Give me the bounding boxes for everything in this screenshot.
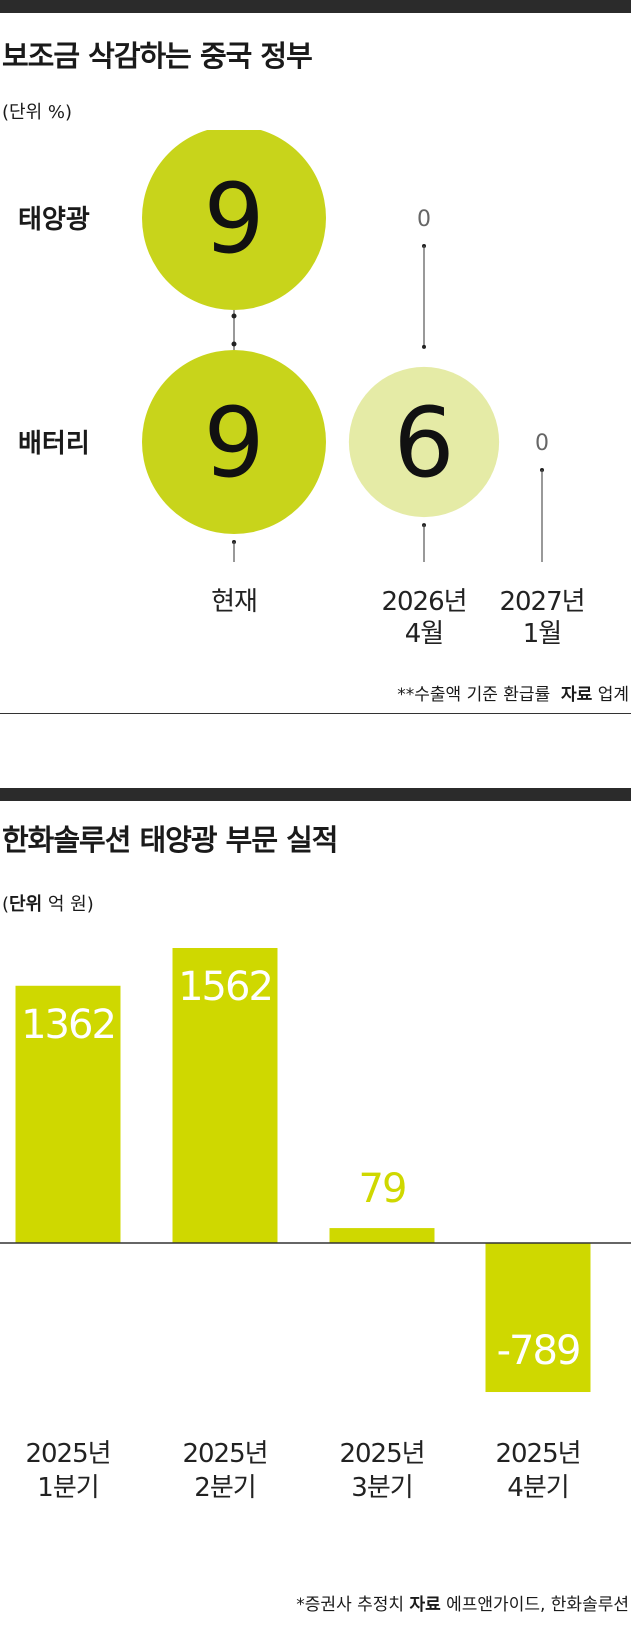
category-label: 2025년 3분기 [339,1439,424,1503]
bubble [348,366,500,518]
category-label: 2025년 1분기 [25,1439,110,1503]
chart1-title: 보조금 삭감하는 중국 정부 [2,39,313,73]
chart1-note: **수출액 기준 환급률 [397,685,551,705]
chart1-unit-value: %) [47,102,73,123]
category-label: 2025년 4분기 [495,1439,580,1503]
bar-value-label: 1362 [21,1002,115,1048]
section2-rule [0,788,631,801]
zero-dot [422,344,426,349]
zero-value: 0 [535,431,549,456]
chart2-source-label: 자료 [409,1595,441,1615]
chart2-unit: (단위 억 원) [2,890,94,916]
category-label: 2025년 2분기 [182,1439,267,1503]
chart1-bottom-rule [0,713,631,714]
chart1-source-label: 자료 [561,685,593,705]
bubble-value: 6 [393,387,454,499]
bubble [142,130,326,310]
category-label: 현재 [211,587,257,617]
zero-value: 0 [417,207,431,232]
chart2-unit-bold: 단위 [9,894,43,915]
bubble [142,350,326,534]
chart2-title: 한화솔루션 태양광 부문 실적 [2,823,338,857]
chart2-source-value: 에프앤가이드, 한화솔루션 [446,1595,629,1615]
bar [172,948,278,1243]
connector-dot [231,341,237,347]
bubble-value: 9 [203,163,264,275]
bar [15,985,121,1243]
bubble-value: 9 [203,387,264,499]
category-label: 2026년 4월 [381,587,466,649]
chart1-unit-prefix: (단위 [2,102,48,123]
row-label-1: 배터리 [18,429,90,459]
bar-value-label: -789 [497,1328,580,1374]
category-label: 2027년 1월 [499,587,584,649]
chart2-unit-prefix: ( [2,894,10,915]
chart1-source-value: 업계 [597,685,629,705]
bar-value-label: 79 [359,1166,406,1212]
bar [329,1228,435,1243]
chart1-unit: (단위 %) [2,98,72,124]
chart2-source: *증권사 추정치 자료 에프앤가이드, 한화솔루션 [296,1590,629,1615]
bar [485,1243,591,1393]
connector-dot [231,313,237,319]
top-rule [0,0,631,13]
chart2-note: *증권사 추정치 [296,1595,405,1615]
chart1-source: **수출액 기준 환급률 자료 업계 [397,680,629,705]
chart2-unit-value: 억 원) [42,894,94,915]
bar-value-label: 1562 [178,964,272,1010]
bar-chart: 1362 1562 79 -789 2025년 1분기 2025년 2분기 2025년 3분기 20… [0,948,631,1503]
row-label-0: 태양광 [18,205,90,235]
